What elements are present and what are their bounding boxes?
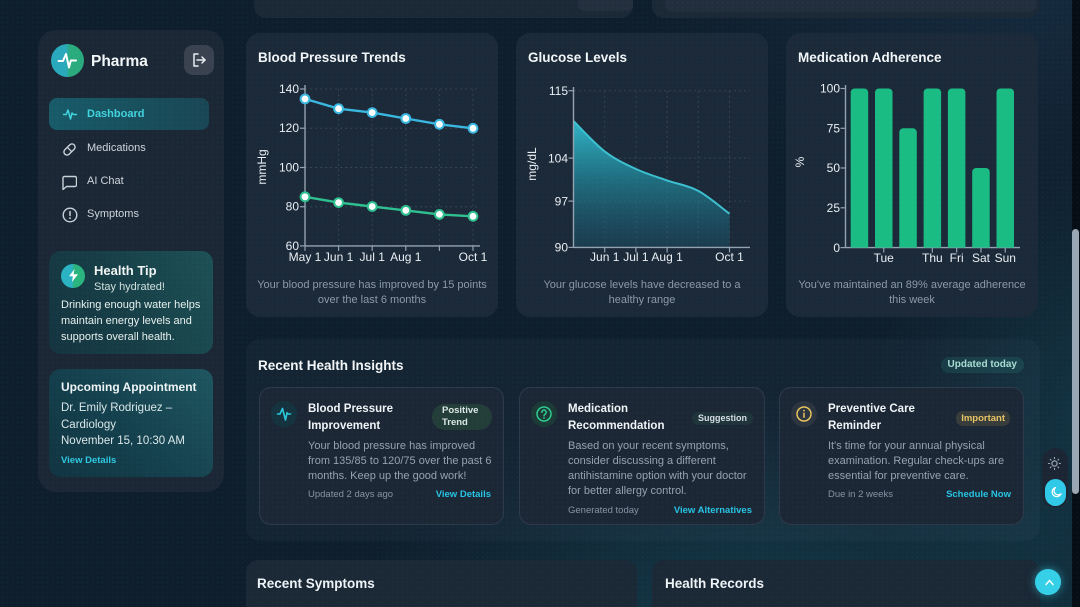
svg-text:100: 100 bbox=[279, 161, 299, 175]
svg-text:Tue: Tue bbox=[874, 251, 895, 265]
svg-text:25: 25 bbox=[827, 201, 841, 215]
svg-text:Jun 1: Jun 1 bbox=[590, 250, 620, 264]
svg-text:140: 140 bbox=[279, 82, 299, 96]
svg-text:60: 60 bbox=[286, 239, 300, 253]
svg-text:104: 104 bbox=[548, 151, 568, 165]
svg-text:Jun 1: Jun 1 bbox=[324, 250, 354, 264]
svg-text:50: 50 bbox=[827, 161, 841, 175]
svg-text:100: 100 bbox=[820, 82, 840, 96]
svg-text:Jul 1: Jul 1 bbox=[360, 250, 386, 264]
svg-text:Oct 1: Oct 1 bbox=[715, 250, 744, 264]
svg-text:Aug 1: Aug 1 bbox=[390, 250, 422, 264]
svg-text:Sat: Sat bbox=[972, 251, 991, 265]
svg-text:Aug 1: Aug 1 bbox=[651, 250, 683, 264]
svg-text:120: 120 bbox=[279, 121, 299, 135]
svg-text:80: 80 bbox=[286, 200, 300, 214]
svg-text:97: 97 bbox=[555, 194, 569, 208]
svg-text:mmHg: mmHg bbox=[255, 149, 269, 184]
svg-text:May 1: May 1 bbox=[289, 250, 322, 264]
svg-text:115: 115 bbox=[549, 84, 568, 98]
svg-text:mg/dL: mg/dL bbox=[525, 147, 539, 181]
svg-text:Jul 1: Jul 1 bbox=[623, 250, 649, 264]
svg-text:Sun: Sun bbox=[995, 251, 1016, 265]
svg-text:Oct 1: Oct 1 bbox=[459, 250, 488, 264]
svg-text:Thu: Thu bbox=[922, 251, 943, 265]
svg-text:90: 90 bbox=[555, 241, 569, 255]
svg-text:75: 75 bbox=[827, 122, 841, 136]
svg-text:%: % bbox=[793, 156, 807, 167]
svg-text:Fri: Fri bbox=[950, 251, 964, 265]
svg-text:0: 0 bbox=[833, 241, 840, 255]
